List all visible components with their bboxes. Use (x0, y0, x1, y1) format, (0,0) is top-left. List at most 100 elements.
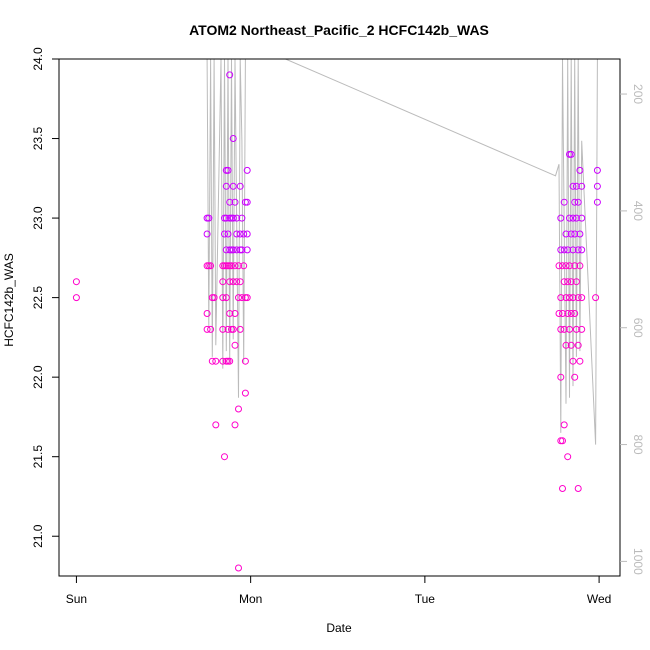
y-tick-label: 22.0 (31, 365, 45, 389)
data-point (574, 294, 582, 302)
data-point (593, 198, 601, 206)
right-tick-label: 600 (631, 318, 645, 338)
data-point (212, 357, 220, 365)
data-point (221, 453, 228, 461)
data-point (207, 325, 215, 333)
data-point (574, 198, 582, 206)
data-points-layer (72, 71, 601, 572)
data-point (578, 294, 586, 302)
data-point (205, 214, 213, 222)
y-axis: 21.0 21.5 22.0 22.5 23.0 23.5 24.0 (31, 47, 59, 548)
data-point (562, 230, 570, 238)
data-point (569, 357, 577, 365)
data-point (572, 214, 580, 222)
y-tick-label: 23.5 (31, 127, 45, 151)
data-point (574, 341, 582, 349)
data-point (203, 310, 211, 317)
data-point (203, 230, 211, 238)
data-point (574, 246, 582, 254)
data-point (229, 278, 237, 286)
data-point (236, 325, 244, 333)
data-point (571, 373, 579, 381)
data-point (566, 262, 573, 270)
data-point (238, 246, 246, 254)
data-point (228, 262, 235, 270)
data-point (560, 278, 568, 286)
data-point (571, 262, 579, 270)
data-point (560, 325, 568, 333)
y-tick-label: 23.0 (31, 206, 45, 230)
data-point (559, 310, 566, 317)
data-point (562, 294, 570, 302)
right-axis: 200 400 600 800 1000 (620, 84, 645, 575)
data-point (229, 325, 237, 333)
y-tick-label: 21.0 (31, 524, 45, 548)
data-point (226, 71, 234, 79)
data-point (578, 246, 586, 254)
x-tick-label: Tue (415, 592, 436, 606)
data-point (567, 310, 575, 317)
data-point (564, 246, 572, 254)
data-point (571, 230, 579, 238)
data-point (578, 325, 586, 333)
data-point (564, 453, 572, 461)
data-point (222, 182, 230, 190)
data-point (207, 262, 215, 270)
data-point (224, 230, 232, 238)
data-point (235, 262, 242, 270)
data-point (569, 246, 577, 254)
data-point (560, 246, 568, 254)
data-point (235, 564, 242, 572)
data-point (226, 278, 234, 286)
data-point (243, 294, 251, 302)
y-axis-label: HCFC142b_WAS (2, 253, 16, 347)
y-tick-label: 21.5 (31, 445, 45, 469)
data-point (222, 214, 230, 222)
data-point (243, 246, 251, 254)
data-point (233, 214, 241, 222)
data-point (226, 357, 234, 365)
x-axis: Sun Mon Tue Wed (66, 576, 611, 606)
data-point (229, 246, 237, 254)
data-point (238, 214, 246, 222)
data-point (229, 135, 237, 142)
data-point (219, 294, 227, 302)
data-point (212, 421, 220, 429)
data-point (571, 310, 579, 317)
data-point (564, 278, 572, 286)
data-point (567, 278, 575, 286)
y-tick-label: 22.5 (31, 286, 45, 310)
plot-frame (58, 58, 621, 577)
data-point (224, 325, 232, 333)
data-point (566, 325, 573, 333)
data-point (555, 262, 563, 270)
data-point (560, 421, 568, 429)
data-point (557, 325, 565, 333)
right-tick-label: 800 (631, 435, 645, 455)
data-point (224, 166, 232, 174)
data-point (593, 166, 601, 174)
data-point (233, 278, 241, 286)
data-point (578, 182, 586, 190)
y-tick-label: 24.0 (31, 47, 45, 71)
data-point (236, 278, 244, 286)
data-point (560, 198, 568, 206)
data-point (238, 294, 246, 302)
data-point (559, 485, 566, 492)
data-point (557, 246, 565, 254)
x-axis-label: Date (326, 621, 352, 635)
data-point (592, 294, 600, 302)
data-point (229, 182, 237, 190)
data-point (567, 150, 575, 158)
data-point (555, 310, 563, 317)
data-point (203, 325, 211, 333)
data-point (240, 262, 248, 270)
data-point (243, 198, 251, 206)
data-point (72, 278, 80, 286)
data-point (241, 357, 249, 365)
data-point (571, 198, 579, 206)
right-tick-label: 400 (631, 201, 645, 221)
data-point (566, 214, 573, 222)
data-point (559, 437, 566, 445)
